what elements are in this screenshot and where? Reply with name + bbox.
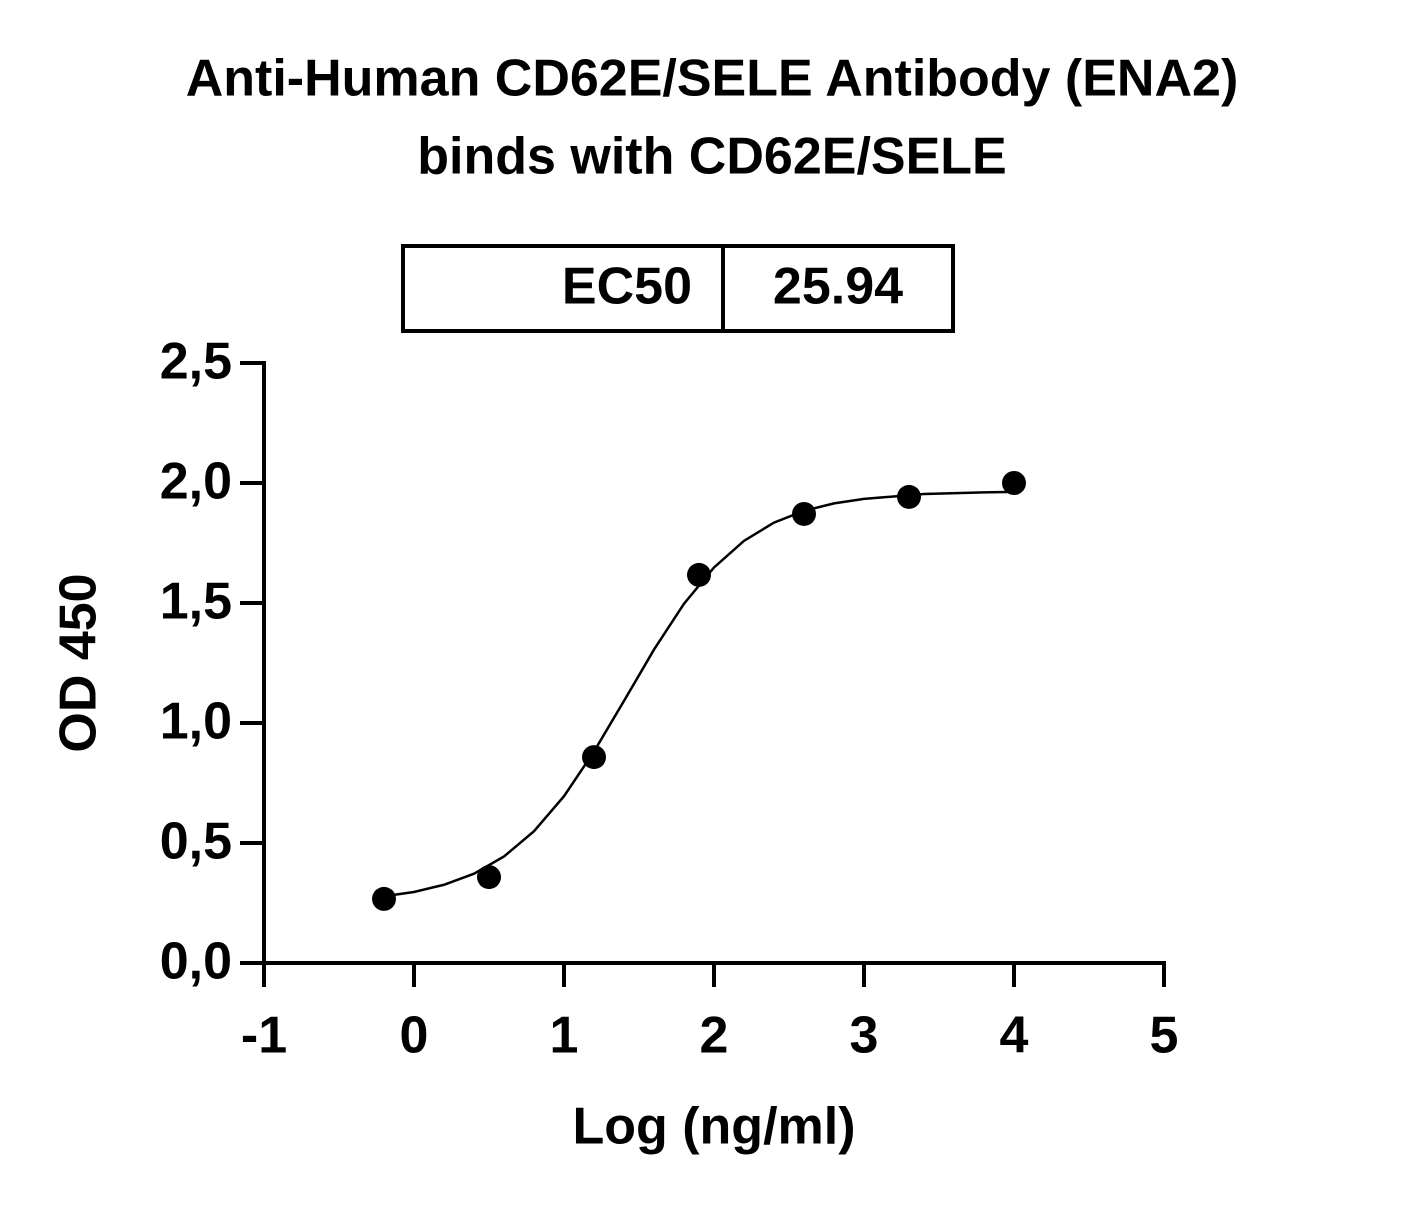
data-point	[897, 484, 921, 509]
ec50-label: EC50	[562, 258, 692, 316]
x-axis-title: Log (ng/ml)	[572, 1098, 855, 1156]
x-tick-label: 1	[550, 1007, 579, 1065]
fit-curve	[383, 490, 1015, 898]
y-axis-title: OD 450	[50, 573, 108, 752]
ec50-value: 25.94	[773, 258, 903, 316]
y-tick-label: 2,5	[160, 333, 232, 391]
y-tick-label: 1,0	[160, 693, 232, 751]
data-point	[372, 886, 396, 911]
x-tick-label: 3	[850, 1007, 879, 1065]
data-point	[477, 865, 501, 890]
data-point	[792, 501, 816, 526]
y-tick-label: 2,0	[160, 453, 232, 511]
y-tick-label: 0,0	[160, 933, 232, 991]
data-point	[1002, 471, 1026, 495]
ec50-box	[401, 244, 955, 333]
data-point	[582, 745, 606, 770]
chart-title: Anti-Human CD62E/SELE Antibody (ENA2)	[186, 50, 1239, 108]
x-tick-label: -1	[241, 1007, 287, 1065]
x-tick-label: 5	[1150, 1007, 1179, 1065]
chart-subtitle: binds with CD62E/SELE	[417, 128, 1006, 186]
y-tick-label: 0,5	[160, 813, 232, 871]
x-tick-label: 4	[1000, 1007, 1029, 1065]
x-tick-label: 2	[700, 1007, 729, 1065]
y-tick-label: 1,5	[160, 573, 232, 631]
x-tick-label: 0	[400, 1007, 429, 1065]
data-point	[687, 562, 711, 587]
